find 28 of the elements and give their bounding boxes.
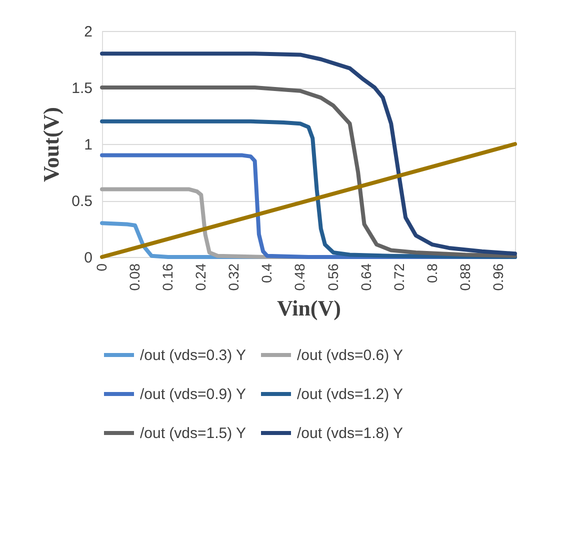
x-tick-label: 0.08	[126, 263, 143, 291]
x-tick-label: 0.24	[192, 263, 209, 291]
legend-label: /out (vds=1.5) Y	[140, 425, 246, 442]
x-tick-label: 0.56	[324, 263, 341, 291]
legend-label: /out (vds=0.6) Y	[297, 347, 404, 364]
legend-label: /out (vds=0.9) Y	[140, 386, 246, 403]
y-tick-label: 1.5	[72, 80, 92, 97]
x-tick-label: 0.8	[424, 263, 440, 283]
y-axis-title: Vout(V)	[38, 107, 64, 182]
legend-label: /out (vds=1.8) Y	[297, 425, 404, 442]
y-tick-label: 0	[84, 250, 92, 266]
x-axis-title: Vin(V)	[277, 296, 341, 321]
legend-label: /out (vds=1.2) Y	[297, 386, 404, 403]
x-tick-label: 0.16	[160, 263, 176, 291]
line-series	[100, 52, 517, 256]
x-tick-label: 0	[94, 263, 110, 272]
y-tick-label: 1	[84, 136, 92, 154]
legend-label: /out (vds=0.3) Y	[140, 347, 246, 364]
x-tick-label: 0.32	[226, 263, 242, 291]
x-tick-label: 0.72	[390, 263, 407, 291]
x-tick-label: 0.96	[490, 263, 506, 291]
x-tick-label: 0.64	[358, 263, 374, 291]
x-tick-label: 0.4	[258, 263, 275, 283]
y-tick-label: 2	[84, 24, 92, 40]
x-tick-label: 0.48	[292, 263, 308, 291]
y-tick-label: 0.5	[72, 193, 92, 210]
x-tick-label: 0.88	[456, 263, 473, 291]
line-series	[100, 86, 517, 258]
